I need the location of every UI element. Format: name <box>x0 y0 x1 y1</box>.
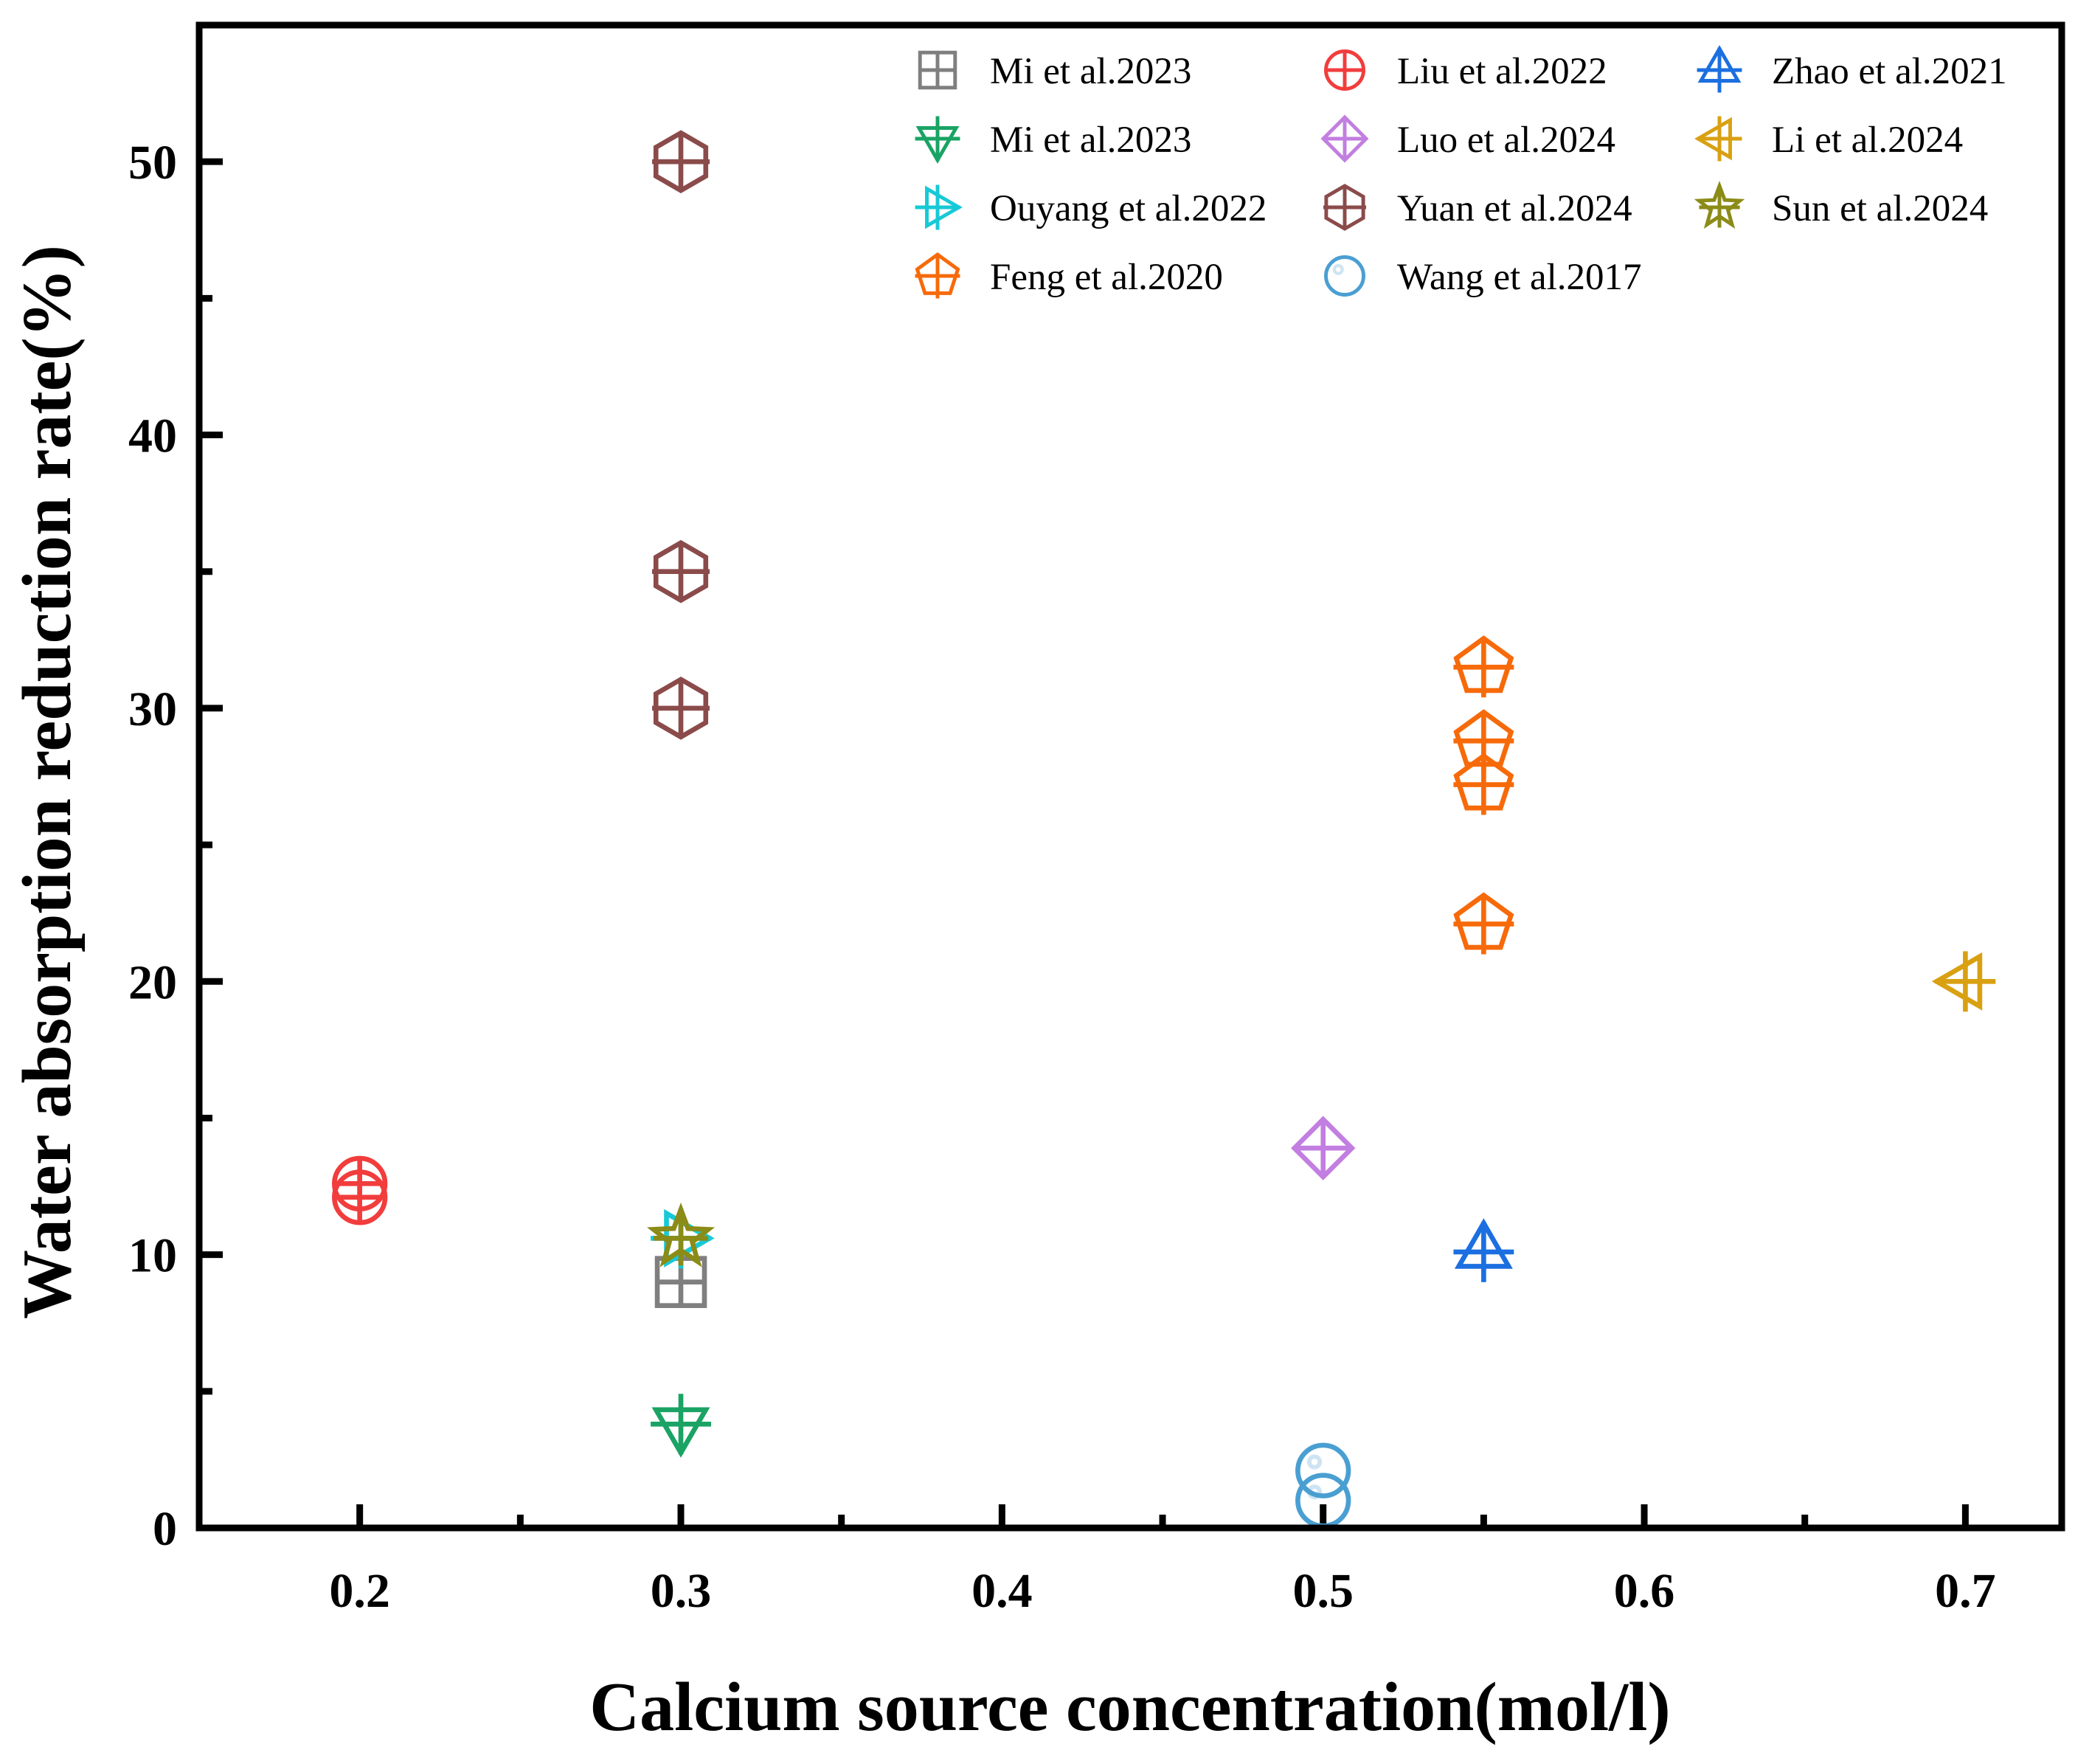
x-axis-title: Calcium source concentration(mol/l) <box>589 1669 1670 1746</box>
data-point-luo-et-al-2024-diamond <box>1291 1116 1356 1180</box>
legend-marker-hexagon <box>1323 184 1366 231</box>
legend-marker-square <box>918 50 957 90</box>
legend-item-luo-et-al-2024-diamond: Luo et al.2024 <box>1320 114 1615 163</box>
x-tick-label: 0.4 <box>971 1564 1033 1618</box>
legend-item-wang-et-al-2017-sphere: Wang et al.2017 <box>1324 255 1642 298</box>
legend-item-li-et-al-2024-triangle-left: Li et al.2024 <box>1694 116 1963 162</box>
legend-label: Wang et al.2017 <box>1397 257 1642 298</box>
y-tick-label: 10 <box>128 1229 177 1283</box>
data-point-yuan-et-al-2024-hexagon <box>652 539 710 603</box>
legend-item-mi-et-al-2023-triangle-down: Mi et al.2023 <box>915 116 1191 164</box>
data-point-liu-et-al-2022-circle-plus <box>332 1155 388 1211</box>
data-point-wang-et-al-2017-sphere <box>1295 1442 1351 1498</box>
legend-label: Mi et al.2023 <box>990 120 1191 161</box>
legend-item-ouyang-et-al-2022-triangle-right: Ouyang et al.2022 <box>915 184 1267 230</box>
legend-item-liu-et-al-2022-circle-plus: Liu et al.2022 <box>1324 49 1607 92</box>
y-tick-label: 40 <box>128 409 177 463</box>
x-tick-label: 0.3 <box>651 1564 712 1618</box>
legend-label: Li et al.2024 <box>1772 120 1963 161</box>
y-tick-label: 50 <box>128 136 177 190</box>
legend: Mi et al.2023 Mi et al.2023 Ouyang et al.2… <box>915 45 2007 299</box>
legend-marker-diamond <box>1320 114 1369 163</box>
legend-label: Zhao et al.2021 <box>1772 51 2007 92</box>
y-tick-label: 20 <box>128 955 177 1009</box>
data-point-feng-et-al-2020-pentagon <box>1453 892 1514 955</box>
y-tick-label: 0 <box>153 1502 177 1556</box>
legend-label: Sun et al.2024 <box>1772 188 1988 229</box>
data-point-yuan-et-al-2024-hexagon <box>652 677 710 740</box>
data-point-zhao-et-al-2021-triangle-up <box>1453 1218 1514 1282</box>
x-tick-label: 0.7 <box>1935 1564 1996 1618</box>
ticks-layer: 0.2 0.3 0.4 0.5 0.6 0.7 0 10 20 30 40 50 <box>128 136 1996 1618</box>
data-point-li-et-al-2024-triangle-left <box>1931 951 1996 1012</box>
legend-marker-triangle-right <box>915 184 963 230</box>
x-tick-label: 0.6 <box>1614 1564 1675 1618</box>
legend-marker-triangle-left <box>1694 116 1742 162</box>
data-point-mi-et-al-2023-triangle-down <box>651 1394 711 1458</box>
legend-marker-star <box>1694 180 1745 229</box>
legend-marker-triangle-down <box>915 116 960 164</box>
legend-marker-pentagon <box>915 252 960 299</box>
legend-label: Ouyang et al.2022 <box>990 188 1267 229</box>
y-tick-label: 30 <box>128 682 177 736</box>
legend-marker-sphere <box>1324 255 1365 297</box>
legend-label: Feng et al.2020 <box>990 257 1223 298</box>
legend-marker-circle-plus <box>1324 49 1365 91</box>
legend-item-feng-et-al-2020-pentagon: Feng et al.2020 <box>915 252 1223 299</box>
x-tick-label: 0.5 <box>1292 1564 1354 1618</box>
legend-label: Yuan et al.2024 <box>1397 188 1632 229</box>
legend-item-zhao-et-al-2021-triangle-up: Zhao et al.2021 <box>1697 45 2007 93</box>
legend-marker-triangle-up <box>1697 45 1742 93</box>
legend-label: Liu et al.2022 <box>1397 51 1607 92</box>
data-point-sun-et-al-2024-star <box>646 1202 716 1267</box>
legend-label: Luo et al.2024 <box>1397 120 1615 161</box>
data-point-feng-et-al-2020-pentagon <box>1453 753 1514 815</box>
legend-item-yuan-et-al-2024-hexagon: Yuan et al.2024 <box>1323 184 1632 231</box>
data-point-yuan-et-al-2024-hexagon <box>652 130 710 194</box>
legend-label: Mi et al.2023 <box>990 51 1191 92</box>
points-layer <box>332 130 1996 1529</box>
x-tick-label: 0.2 <box>329 1564 390 1618</box>
legend-item-mi-et-al-2023-square: Mi et al.2023 <box>918 50 1191 92</box>
y-axis-title: Water absorption reduction rate(%) <box>9 245 86 1319</box>
plot-frame <box>195 21 2065 1532</box>
data-point-feng-et-al-2020-pentagon <box>1453 635 1514 698</box>
legend-item-sun-et-al-2024-star: Sun et al.2024 <box>1694 180 1988 229</box>
